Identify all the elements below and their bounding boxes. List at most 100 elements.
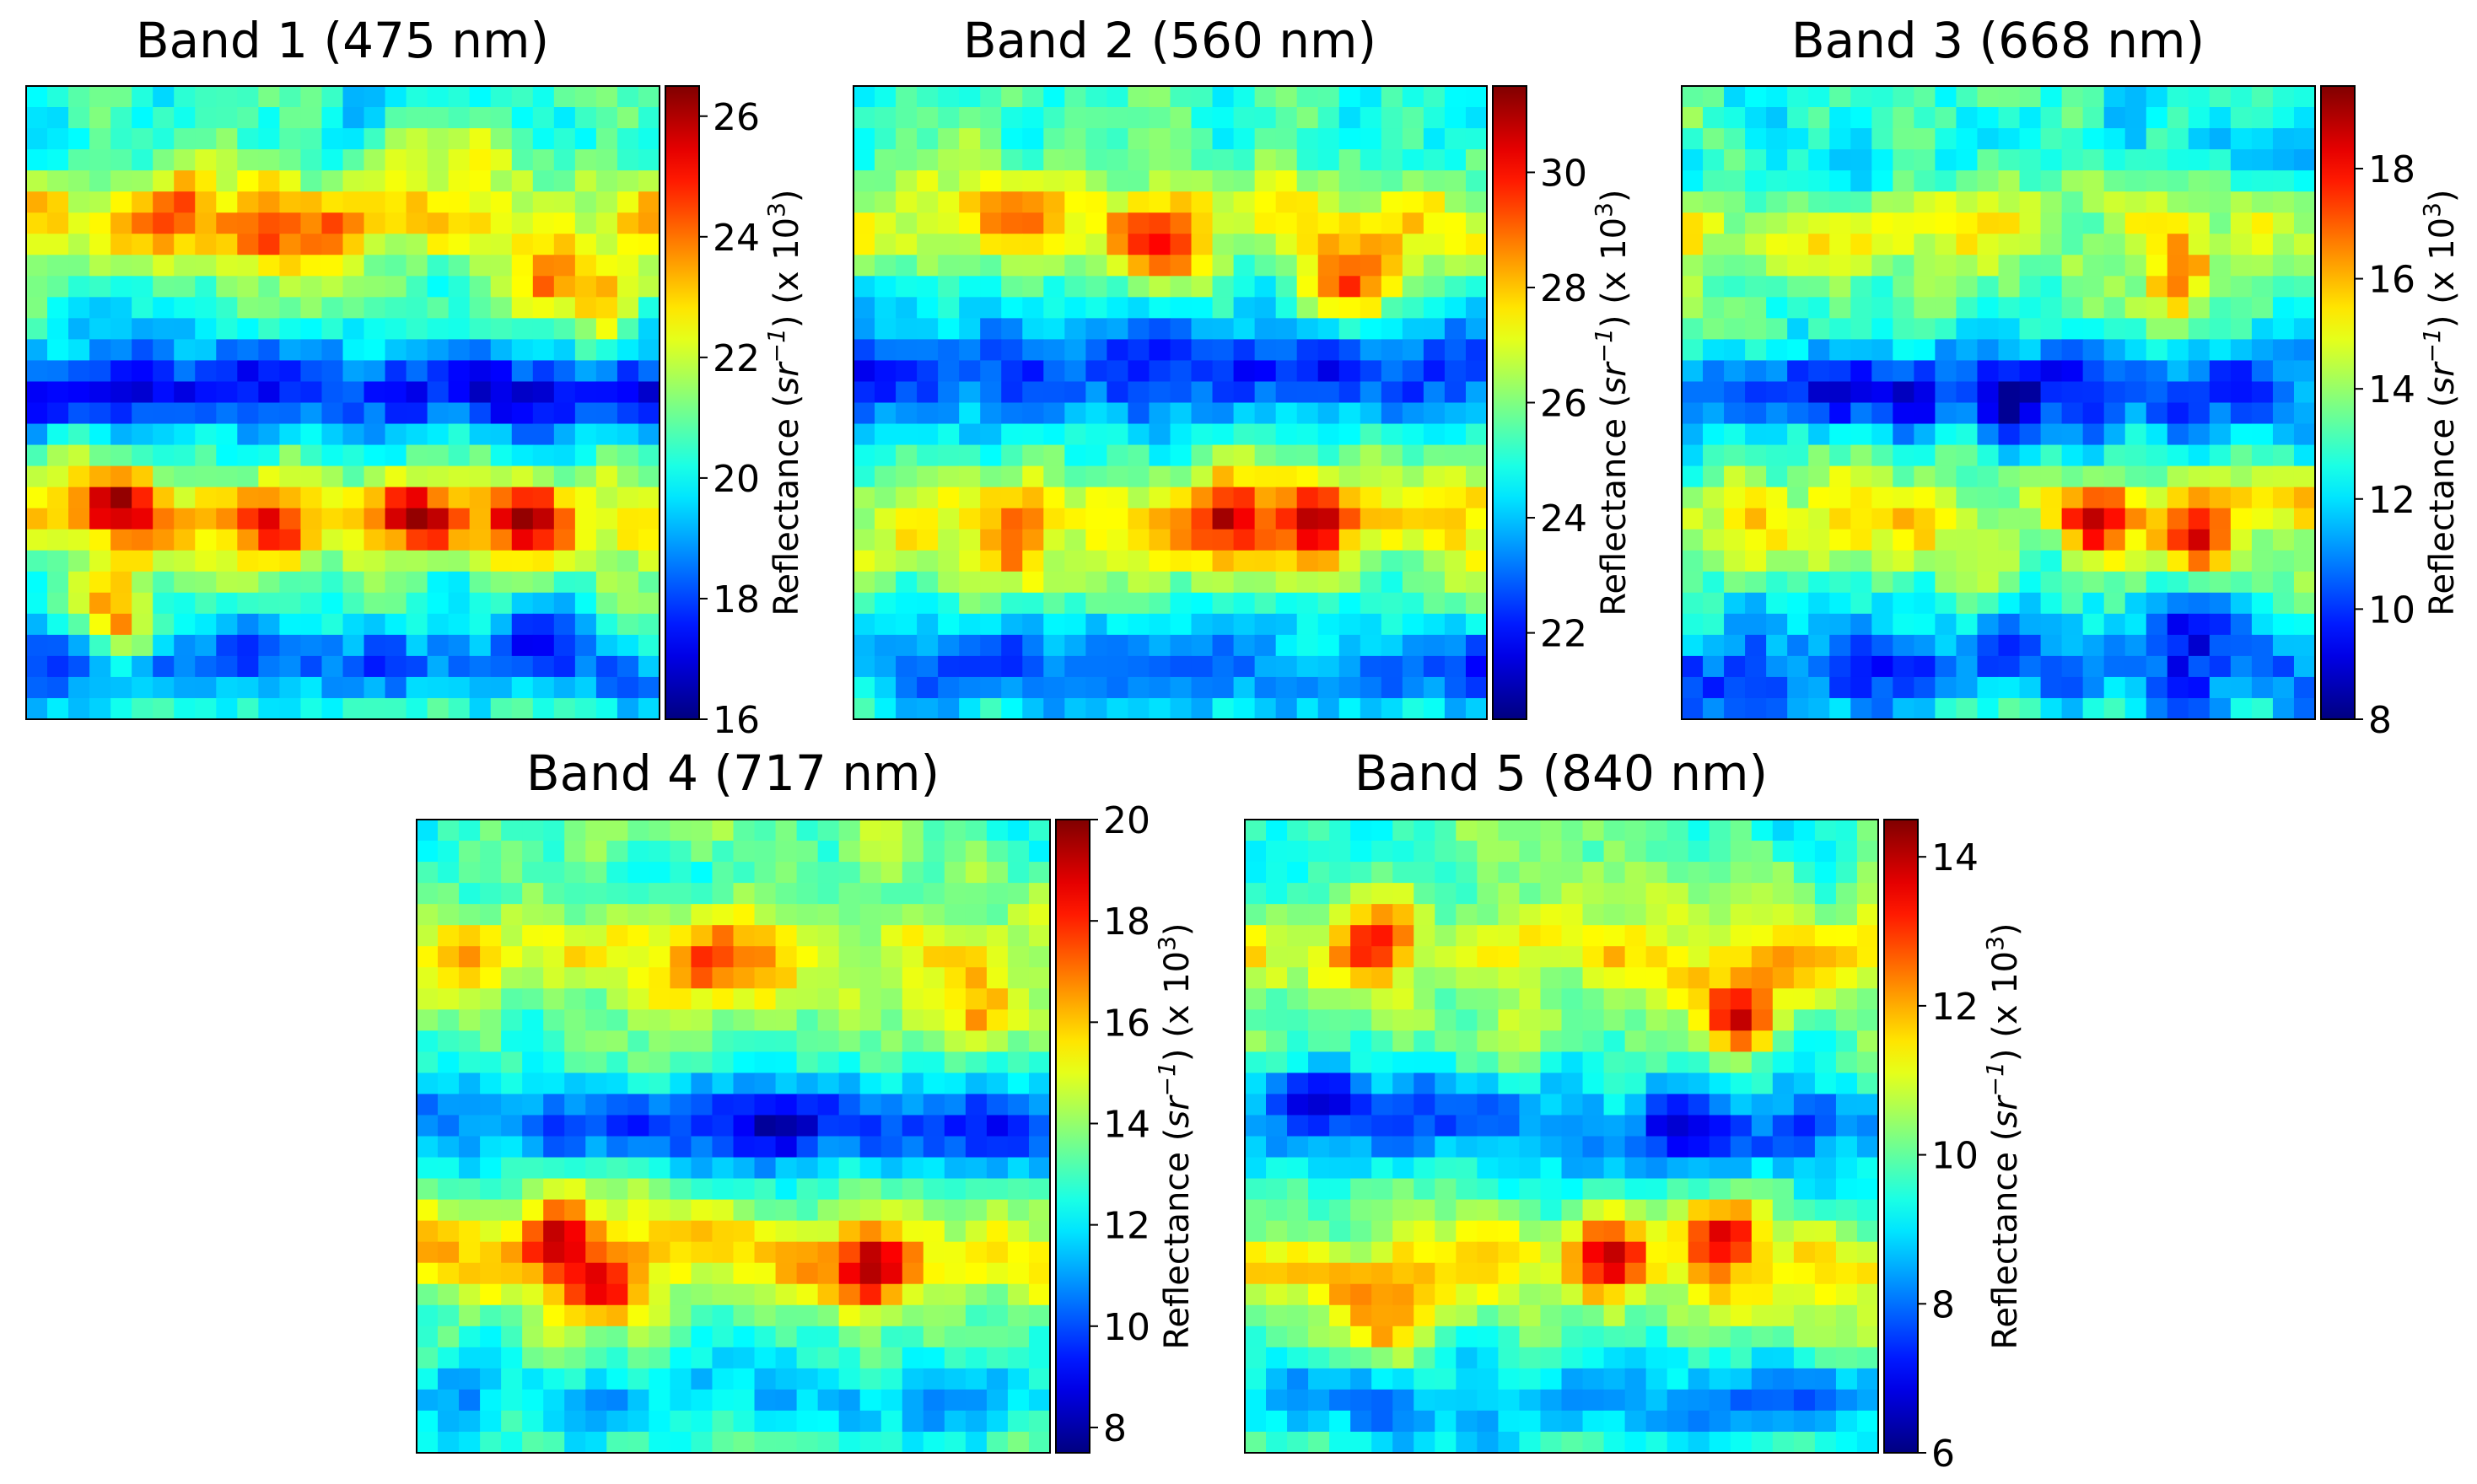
heatmap-cell [817,904,840,926]
heatmap-cell [1371,1157,1393,1180]
heatmap-cell [1233,550,1256,573]
heatmap-cell [490,170,513,192]
heatmap-cell [1582,1009,1605,1031]
heatmap-cell [1414,820,1435,841]
heatmap-cell [501,1073,523,1095]
heatmap-cell [1435,1220,1457,1243]
heatmap-cell [1350,1368,1372,1390]
heatmap-cell [627,988,649,1010]
heatmap-cell [896,318,918,340]
heatmap-cell [2103,571,2126,594]
heatmap-cell [564,862,586,884]
heatmap-cell [480,1431,502,1454]
heatmap-cell [649,988,670,1010]
heatmap-cell [490,655,513,678]
heatmap-cell [1682,402,1704,425]
heatmap-cell [26,423,48,446]
heatmap-cell [1956,276,1979,298]
heatmap-cell [902,1283,924,1306]
heatmap-cell [2124,128,2147,150]
heatmap-cell [1793,841,1816,863]
heatmap-cell [1170,487,1193,509]
heatmap-cell [1745,360,1767,383]
heatmap-cell [511,128,534,150]
colorbar [1493,86,1527,719]
heatmap-cell [26,128,48,150]
heatmap-cell [1519,1368,1542,1390]
heatmap-cell [2188,170,2210,192]
heatmap-cell [1022,234,1044,255]
heatmap-cell [1688,883,1710,905]
heatmap-cell [438,1410,460,1433]
heatmap-cell [627,820,649,841]
heatmap-cell [2230,465,2253,488]
heatmap-cell [2167,508,2189,530]
heatmap-cell [1360,360,1382,383]
heatmap-cell [1275,212,1298,234]
heatmap-cell [490,613,513,636]
heatmap-cell [902,1325,924,1348]
heatmap-cell [1465,191,1488,213]
heatmap-cell [1275,149,1298,171]
heatmap-cell [279,297,302,319]
heatmap-cell [300,255,323,277]
heatmap-cell [1444,128,1467,150]
heatmap-cell [2061,423,2084,446]
heatmap-cell [153,465,175,488]
heatmap-cell [896,86,918,108]
heatmap-cell [2209,360,2232,383]
heatmap-cell [564,1199,586,1222]
heatmap-cell [553,550,576,573]
heatmap-cell [553,360,576,383]
heatmap-cell [2272,402,2295,425]
heatmap-cell [427,107,450,129]
heatmap-cell [153,381,175,404]
heatmap-cell [1603,1325,1626,1348]
heatmap-cell [980,255,1002,277]
heatmap-cell [1308,1073,1330,1095]
heatmap-cell [1414,1262,1435,1285]
heatmap-cell [1724,170,1746,192]
heatmap-cell [1107,634,1129,657]
heatmap-cell [2146,191,2168,213]
heatmap-cell [132,550,153,573]
heatmap-cell [1856,967,1879,989]
heatmap-cell [1266,862,1288,884]
heatmap-cell [875,697,897,720]
heatmap-cell [1296,571,1319,594]
heatmap-cell [1435,1241,1457,1264]
heatmap-cell [2146,402,2168,425]
heatmap-cell [553,487,576,509]
heatmap-cell [2103,149,2126,171]
heatmap-cell [2188,444,2210,467]
heatmap-cell [1465,276,1488,298]
heatmap-cell [1519,1094,1542,1116]
heatmap-cell [1893,339,1914,362]
heatmap-cell [1745,170,1767,192]
heatmap-cell [617,234,639,255]
heatmap-cell [1296,655,1319,678]
heatmap-cell [1392,841,1414,863]
heatmap-cell [1371,883,1393,905]
heatmap-cell [1688,1178,1710,1201]
heatmap-cell [1582,883,1605,905]
heatmap-cell [595,297,618,319]
heatmap-cell [195,381,217,404]
heatmap-cell [1814,883,1837,905]
heatmap-cell [574,697,597,720]
heatmap-cell [617,360,639,383]
heatmap-cell [1317,318,1340,340]
heatmap-cell [427,128,450,150]
heatmap-cell [2040,212,2063,234]
heatmap-cell [775,1199,798,1222]
heatmap-cell [1682,170,1704,192]
colorbar-label-part: ) (x 10 [767,218,806,328]
heatmap-cell [1850,592,1872,615]
heatmap-cell [2040,360,2063,383]
heatmap-cell [1149,676,1171,699]
heatmap-cell [174,107,196,129]
heatmap-cell [1107,487,1129,509]
heatmap-cell [26,107,48,129]
heatmap-cell [1709,1389,1731,1411]
heatmap-cell [1561,967,1584,989]
